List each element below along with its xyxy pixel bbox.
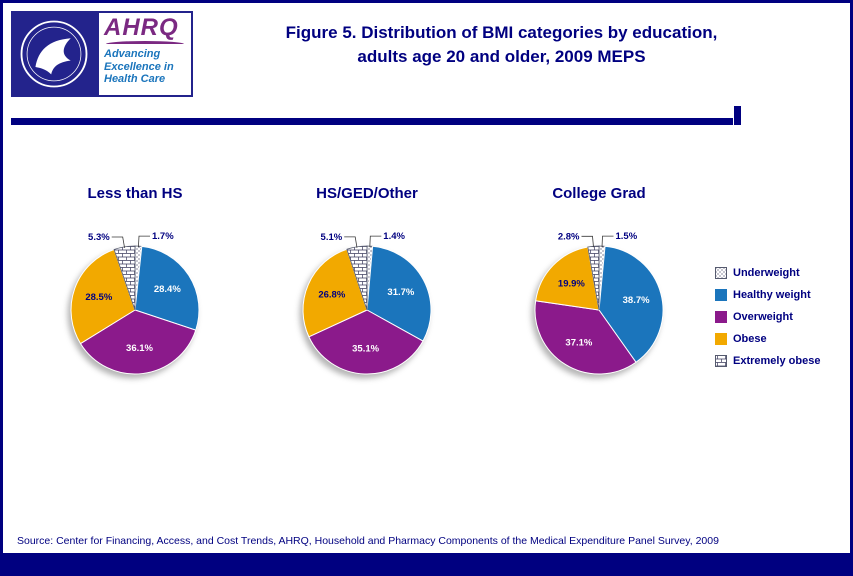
legend-label: Extremely obese: [733, 355, 821, 367]
pie-label-healthy-weight: 31.7%: [387, 287, 414, 298]
pie-label-healthy-weight: 28.4%: [154, 284, 181, 295]
ahrq-wordmark: AHRQ Advancing Excellence in Health Care: [97, 11, 193, 97]
pie-label-extremely-obese: 5.1%: [321, 232, 343, 243]
hhs-seal-icon: [11, 11, 97, 97]
leader-line: [138, 235, 150, 248]
legend-swatch-overweight: [715, 311, 727, 323]
charts-row: Less than HS 1.7% 28.4% 36.1% 28.5% 5.3% HS/…: [19, 185, 842, 392]
leader-line: [344, 236, 358, 248]
title-line-2: adults age 20 and older, 2009 MEPS: [357, 46, 646, 66]
pie-title: HS/GED/Other: [316, 185, 418, 202]
pie-label-overweight: 36.1%: [126, 343, 153, 354]
pie-label-underweight: 1.4%: [383, 231, 405, 242]
header: AHRQ Advancing Excellence in Health Care…: [3, 3, 850, 103]
divider-end-cap: [734, 106, 741, 125]
pie-chart-hs-ged-other: HS/GED/Other 1.4% 31.7% 35.1% 26.8% 5.1%: [251, 185, 483, 392]
hhs-eagle-icon: [20, 20, 88, 88]
legend-item-underweight: Underweight: [715, 267, 842, 279]
pie-title: Less than HS: [87, 185, 183, 202]
legend-item-healthy-weight: Healthy weight: [715, 289, 842, 301]
pie-chart-less-than-hs: Less than HS 1.7% 28.4% 36.1% 28.5% 5.3%: [19, 185, 251, 392]
leader-line: [601, 235, 614, 248]
leader-line: [581, 235, 594, 248]
legend-item-overweight: Overweight: [715, 311, 842, 323]
pie-slice-obese: [535, 246, 600, 311]
pie-label-underweight: 1.5%: [616, 231, 638, 242]
bottom-bar: [3, 553, 850, 573]
pie-chart-college-grad: College Grad 1.5% 38.7% 37.1% 19.9% 2.8%: [483, 185, 715, 392]
legend-label: Healthy weight: [733, 289, 811, 301]
legend-label: Underweight: [733, 267, 800, 279]
legend-swatch-obese: [715, 333, 727, 345]
ahrq-swoosh: [106, 41, 184, 44]
pie-slice-healthy-weight: [134, 245, 200, 331]
tagline-line-3: Health Care: [104, 73, 166, 86]
legend-item-extremely-obese: Extremely obese: [715, 355, 842, 367]
leader-line: [111, 236, 125, 248]
figure-title: Figure 5. Distribution of BMI categories…: [193, 11, 840, 69]
pie-label-obese: 26.8%: [318, 290, 345, 301]
pie-slice-healthy-weight: [598, 245, 664, 363]
pie-slice-obese: [70, 248, 136, 345]
pie-slice-healthy-weight: [366, 245, 432, 342]
legend-swatch-healthy-weight: [715, 289, 727, 301]
pie-label-extremely-obese: 2.8%: [558, 231, 580, 242]
leader-line: [369, 235, 382, 248]
pie-canvas: 1.5% 38.7% 37.1% 19.9% 2.8%: [483, 204, 715, 392]
pie-slice-obese: [302, 248, 368, 338]
legend-swatch-underweight: [715, 267, 727, 279]
pie-label-obese: 19.9%: [558, 278, 585, 289]
pie-label-obese: 28.5%: [85, 292, 112, 303]
pie-label-overweight: 37.1%: [565, 338, 592, 349]
header-divider: [11, 105, 741, 127]
tagline-line-1: Advancing: [104, 48, 161, 60]
divider-bar: [11, 118, 733, 125]
pie-title: College Grad: [552, 185, 646, 202]
legend: Underweight Healthy weight Overweight Obese…: [715, 267, 842, 392]
legend-item-obese: Obese: [715, 333, 842, 345]
pie-label-underweight: 1.7%: [152, 231, 174, 242]
title-line-1: Figure 5. Distribution of BMI categories…: [285, 23, 718, 42]
pie-canvas: 1.4% 31.7% 35.1% 26.8% 5.1%: [251, 204, 483, 392]
pie-slice-overweight: [308, 309, 424, 375]
ahrq-logo: AHRQ Advancing Excellence in Health Care: [11, 11, 193, 97]
pie-slice-overweight: [534, 300, 637, 375]
ahrq-acronym: AHRQ: [104, 14, 179, 41]
pie-canvas: 1.7% 28.4% 36.1% 28.5% 5.3%: [19, 204, 251, 392]
legend-label: Obese: [733, 333, 767, 345]
source-text: Source: Center for Financing, Access, an…: [17, 535, 719, 547]
pie-label-extremely-obese: 5.3%: [88, 232, 110, 243]
legend-label: Overweight: [733, 311, 793, 323]
pie-label-overweight: 35.1%: [352, 343, 379, 354]
tagline-line-2: Excellence in: [104, 60, 174, 73]
pie-label-healthy-weight: 38.7%: [623, 295, 650, 306]
ahrq-tagline: Advancing Excellence in Health Care: [104, 48, 186, 86]
legend-swatch-extremely-obese: [715, 355, 727, 367]
